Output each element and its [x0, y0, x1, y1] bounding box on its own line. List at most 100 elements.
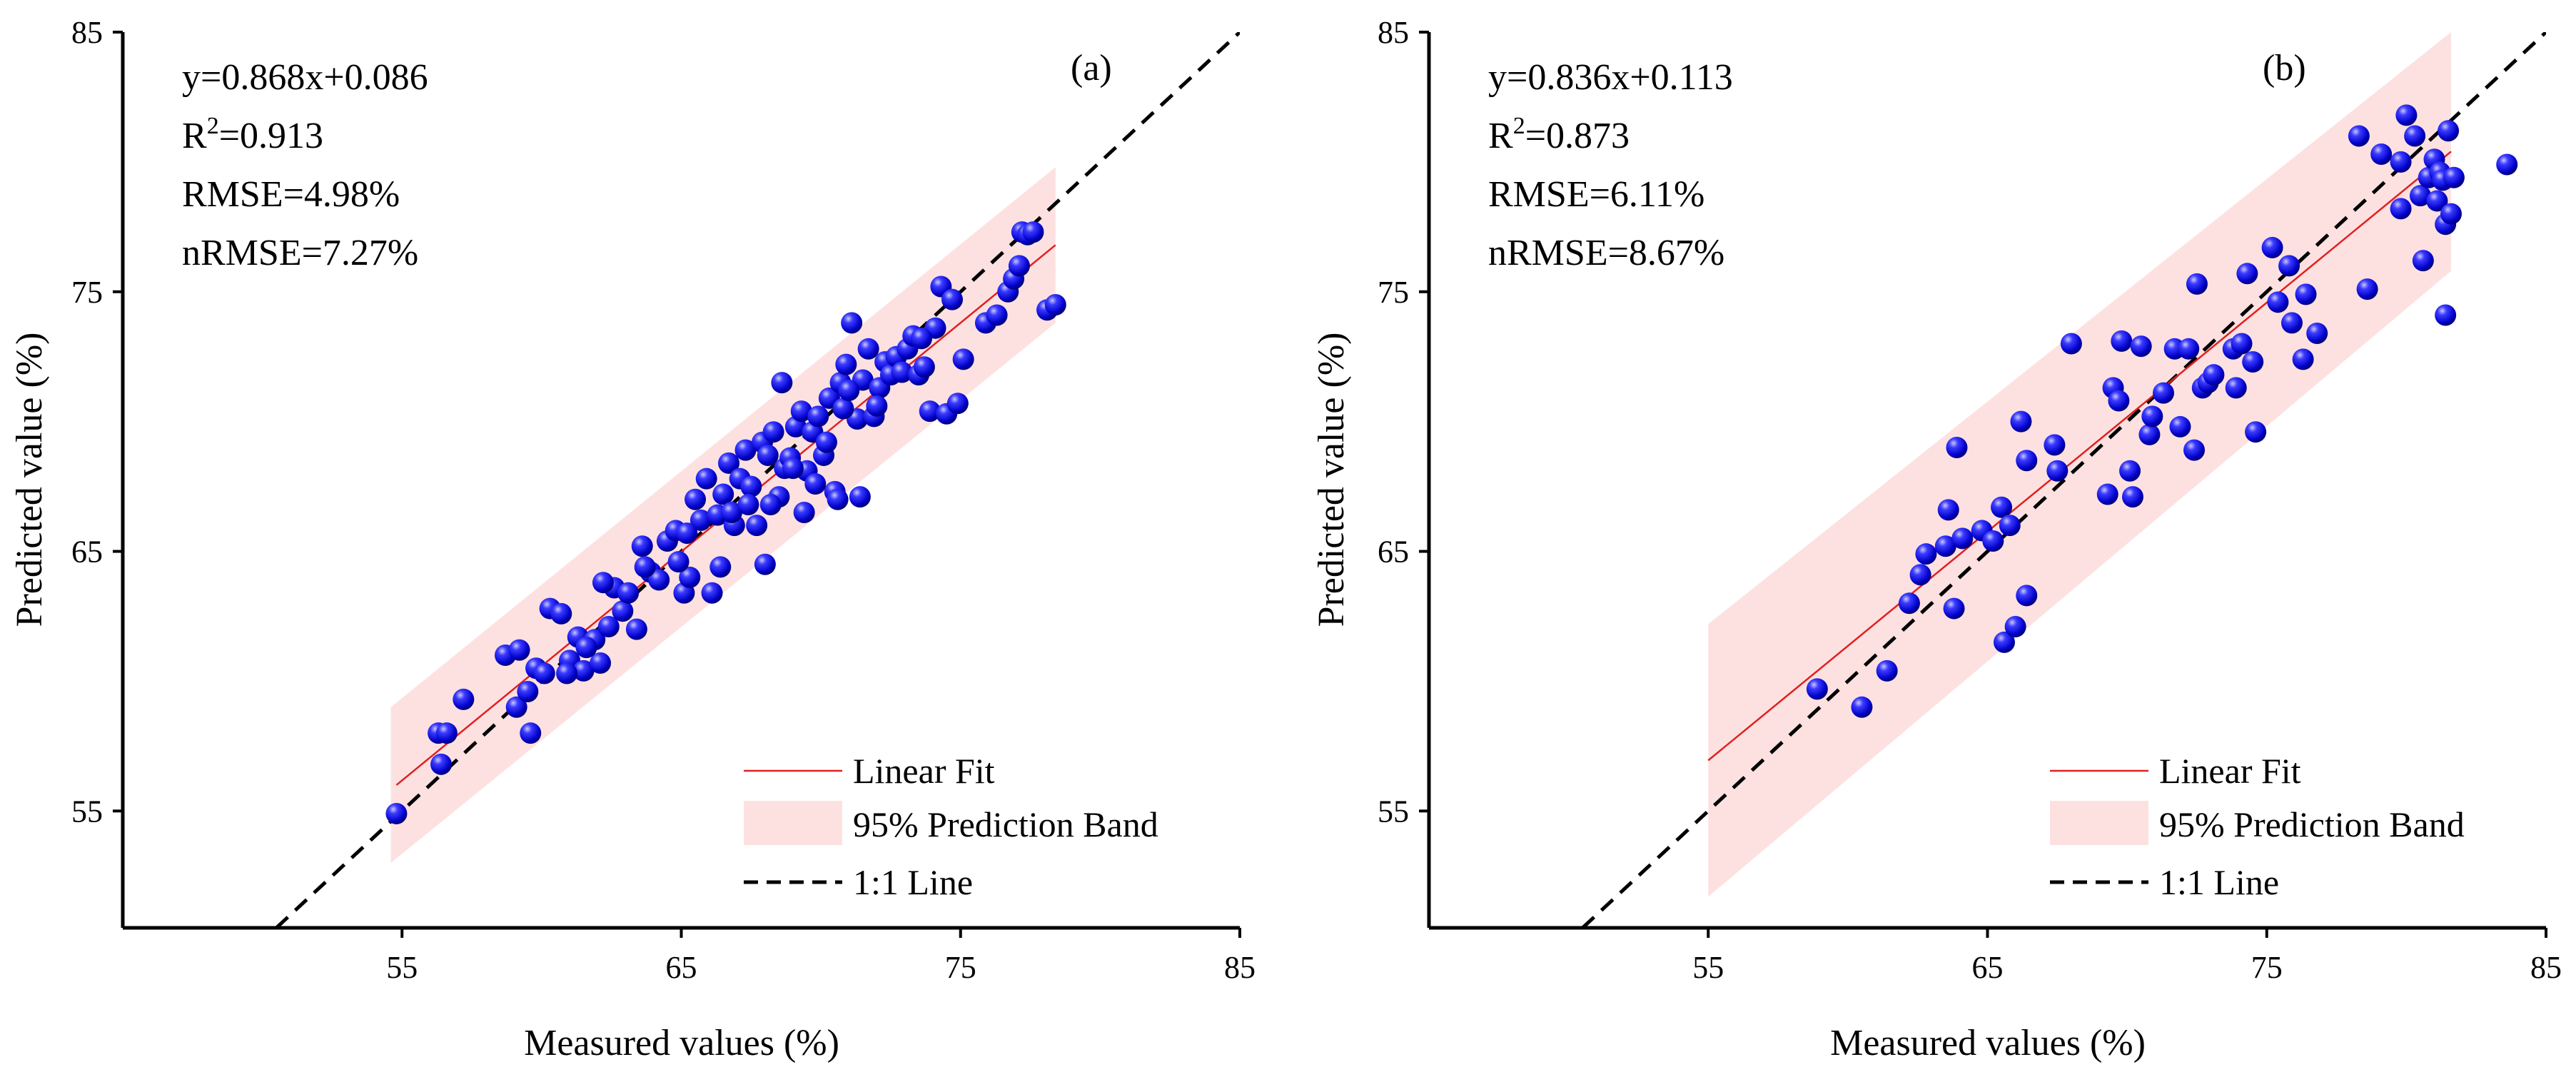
data-point — [575, 637, 597, 658]
data-point — [2435, 305, 2456, 326]
data-point — [866, 395, 887, 417]
y-tick-label: 85 — [1378, 15, 1409, 50]
data-point — [754, 554, 776, 575]
data-point — [592, 572, 614, 593]
data-point — [849, 486, 871, 507]
y-tick-label: 55 — [1378, 794, 1409, 829]
data-point — [2226, 377, 2247, 398]
data-point — [2440, 203, 2462, 225]
data-point — [2122, 486, 2143, 507]
data-point — [794, 502, 815, 523]
data-point — [911, 328, 932, 349]
y-tick-label: 55 — [71, 794, 103, 829]
data-point — [807, 405, 829, 427]
y-tick-label: 65 — [1378, 535, 1409, 570]
data-point — [832, 398, 854, 419]
data-point — [947, 393, 969, 414]
scatter-panel-b: 55 65 75 8555657585 Measured values (%) Pre… — [1311, 15, 2562, 1063]
data-point — [2183, 440, 2205, 461]
data-point — [534, 663, 555, 684]
data-point — [841, 312, 862, 333]
y-tick-label: 85 — [71, 15, 103, 50]
legend-band-label: 95% Prediction Band — [853, 804, 1158, 844]
data-point — [1915, 543, 1936, 565]
data-point — [550, 603, 572, 625]
legend-band-label: 95% Prediction Band — [2159, 804, 2465, 844]
data-point — [2404, 126, 2425, 147]
legend-line-label: 1:1 Line — [853, 862, 973, 902]
rmse: RMSE=4.98% — [182, 174, 400, 215]
data-point — [838, 380, 859, 401]
data-point — [858, 338, 879, 360]
legend: Linear Fit 95% Prediction Band 1:1 Line — [744, 751, 1158, 902]
data-point — [2348, 126, 2370, 147]
figure: 55 65 75 85 55 65 75 85 Measured values (%) Pre… — [0, 0, 2576, 1072]
data-point — [2111, 330, 2132, 352]
data-point — [2295, 283, 2317, 305]
data-point — [632, 535, 653, 557]
data-point — [2395, 104, 2417, 126]
data-point — [737, 494, 759, 515]
data-point — [1807, 678, 1828, 699]
data-point — [986, 305, 1008, 326]
data-point — [517, 681, 538, 702]
data-point — [2016, 585, 2037, 606]
x-tick-label: 65 — [666, 950, 697, 985]
data-point — [696, 468, 717, 490]
data-point — [385, 803, 407, 824]
x-tick-label: 55 — [386, 950, 418, 985]
x-axis-title: Measured values (%) — [1830, 1023, 2146, 1063]
data-point — [2186, 273, 2208, 295]
y-tick-label: 75 — [1378, 275, 1409, 310]
data-point — [2016, 450, 2037, 471]
data-point — [941, 289, 963, 310]
data-point — [2293, 348, 2314, 370]
data-point — [816, 432, 837, 453]
data-point — [676, 522, 697, 544]
panel-label: (a) — [1071, 48, 1112, 89]
data-point — [1938, 499, 1959, 520]
legend-band-swatch — [744, 801, 842, 845]
data-point — [2097, 484, 2118, 505]
data-point — [2281, 312, 2303, 333]
x-tick-label: 85 — [1224, 950, 1256, 985]
legend: Linear Fit 95% Prediction Band 1:1 Line — [2050, 751, 2465, 902]
data-point — [2357, 278, 2378, 300]
data-point — [2231, 333, 2253, 355]
x-axis-title: Measured values (%) — [524, 1023, 839, 1063]
data-point — [617, 582, 639, 604]
data-point — [2178, 338, 2199, 360]
data-point — [804, 473, 826, 495]
data-point — [2370, 143, 2392, 165]
data-point — [1045, 294, 1066, 315]
legend-fit-label: Linear Fit — [853, 751, 995, 791]
data-point — [1991, 497, 2012, 518]
data-point — [2496, 154, 2517, 176]
data-point — [2203, 364, 2224, 385]
data-point — [835, 354, 857, 375]
data-point — [1999, 515, 2021, 536]
x-tick-label: 65 — [1972, 950, 2004, 985]
data-point — [953, 348, 974, 370]
x-tick-label: 55 — [1692, 950, 1724, 985]
data-point — [2119, 460, 2141, 482]
data-point — [635, 556, 656, 577]
y-axis-title: Predicted value (%) — [1311, 333, 1352, 627]
data-point — [2413, 250, 2434, 271]
data-point — [2306, 323, 2328, 344]
data-point — [668, 551, 690, 572]
data-point — [763, 421, 784, 443]
y-tick-label: 75 — [71, 275, 103, 310]
data-point — [436, 722, 458, 744]
data-point — [1982, 530, 2004, 552]
nrmse: nRMSE=7.27% — [182, 233, 418, 273]
data-point — [2169, 416, 2191, 438]
r-squared: R2=0.913 — [182, 113, 323, 156]
scatter-panel-a: 55 65 75 85 55 65 75 85 Measured values (%) Pre… — [9, 15, 1256, 1063]
data-point — [782, 457, 804, 479]
data-point — [2108, 390, 2129, 412]
data-point — [2141, 405, 2163, 427]
legend-band-swatch — [2050, 801, 2148, 845]
nrmse: nRMSE=8.67% — [1488, 233, 1724, 273]
data-point — [2390, 198, 2412, 219]
